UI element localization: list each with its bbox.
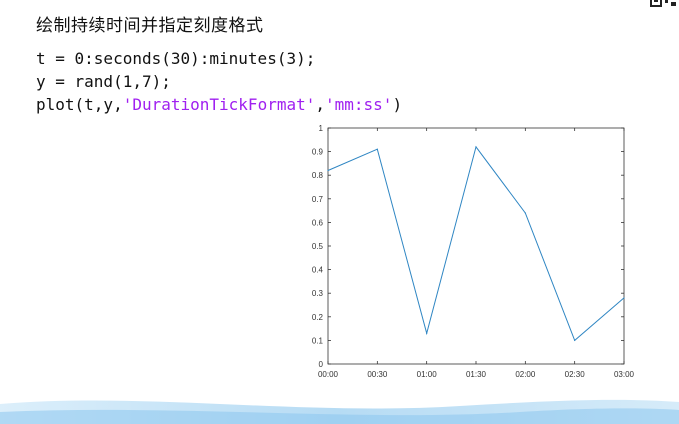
y-tick-label: 0.3 [312, 289, 324, 298]
y-tick-label: 0 [319, 360, 324, 369]
data-point [574, 339, 576, 341]
code-comma: , [315, 95, 325, 114]
y-tick-label: 0.2 [312, 313, 324, 322]
data-point [426, 332, 428, 334]
plot-area-box [327, 127, 625, 365]
code-block: t = 0:seconds(30):minutes(3); y = rand(1… [36, 47, 402, 116]
decorative-wave-footer [0, 399, 679, 424]
y-tick-label: 0.4 [312, 266, 324, 275]
x-tick-label: 02:30 [565, 370, 586, 379]
x-tick-label: 03:00 [614, 370, 635, 379]
code-line-1: t = 0:seconds(30):minutes(3); [36, 49, 316, 68]
y-tick-label: 1 [319, 124, 324, 133]
code-line-2: y = rand(1,7); [36, 72, 171, 91]
data-point [623, 297, 625, 299]
x-tick-label: 00:00 [318, 370, 339, 379]
y-tick-label: 0.5 [312, 242, 324, 251]
x-tick-label: 02:00 [515, 370, 536, 379]
x-tick-label: 00:30 [367, 370, 388, 379]
data-point [376, 148, 378, 150]
y-tick-label: 0.9 [312, 148, 324, 157]
y-tick-label: 0.8 [312, 171, 324, 180]
code-line-3: plot(t,y,'DurationTickFormat','mm:ss') [36, 93, 402, 116]
x-tick-label: 01:00 [417, 370, 438, 379]
qr-code-icon [650, 0, 676, 7]
data-point [327, 169, 329, 172]
slide-heading: 绘制持续时间并指定刻度格式 [36, 16, 264, 36]
code-string-format: 'mm:ss' [325, 95, 393, 114]
y-tick-label: 0.1 [312, 336, 324, 345]
line-chart: 0 0.1 0.2 0.3 0.4 0.5 0.6 0.7 0.8 0.9 1 00:00 00:30 0… [312, 124, 635, 379]
y-tick-label: 0.7 [312, 195, 324, 204]
x-tick-label: 01:30 [466, 370, 487, 379]
code-close-paren: ) [392, 95, 403, 114]
data-point [524, 212, 526, 214]
code-plot-call: plot(t,y, [36, 95, 123, 114]
y-tick-label: 0.6 [312, 218, 324, 227]
code-string-duration-tick-format: 'DurationTickFormat' [122, 95, 316, 114]
data-point [475, 146, 477, 148]
